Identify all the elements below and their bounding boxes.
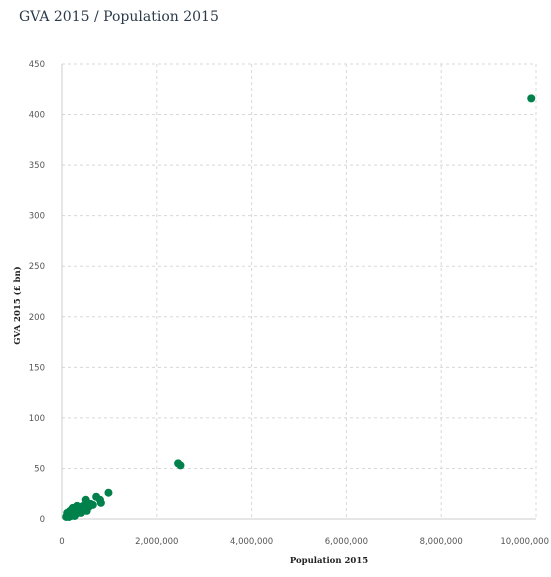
x-tick-label: 8,000,000 [420, 537, 463, 547]
data-point [82, 506, 91, 515]
y-tick-label: 250 [29, 262, 45, 272]
point-layer [62, 94, 536, 521]
y-axis-label: GVA 2015 (£ bn) [12, 266, 23, 344]
y-tick-label: 350 [29, 161, 45, 171]
y-tick-label: 150 [29, 363, 45, 373]
y-tick-label: 400 [29, 111, 45, 121]
grid-layer [62, 63, 537, 519]
y-tick-label: 450 [29, 60, 45, 70]
x-tick-label: 4,000,000 [230, 537, 273, 547]
y-tick-label: 300 [29, 212, 45, 222]
y-tick-label: 50 [34, 464, 45, 474]
x-axis-label: Population 2015 [290, 556, 368, 566]
x-tick-label: 2,000,000 [135, 537, 178, 547]
data-point [176, 461, 185, 470]
y-tick-label: 0 [40, 515, 45, 525]
data-point [96, 498, 105, 507]
axis-layer [61, 64, 536, 520]
data-point [104, 488, 113, 497]
data-point [68, 503, 77, 512]
y-tick-label: 200 [29, 313, 45, 323]
data-point [527, 94, 536, 103]
tick-label-layer: 0 50 100 150 200 250 300 350 400 450 0 2,000,000 4,0… [29, 60, 549, 547]
data-point [86, 499, 95, 508]
x-tick-label: 0 [59, 537, 64, 547]
x-tick-label: 6,000,000 [325, 537, 368, 547]
chart-title: GVA 2015 / Population 2015 [19, 9, 219, 25]
x-tick-label: 10,000,000 [500, 537, 549, 547]
y-tick-label: 100 [29, 414, 45, 424]
